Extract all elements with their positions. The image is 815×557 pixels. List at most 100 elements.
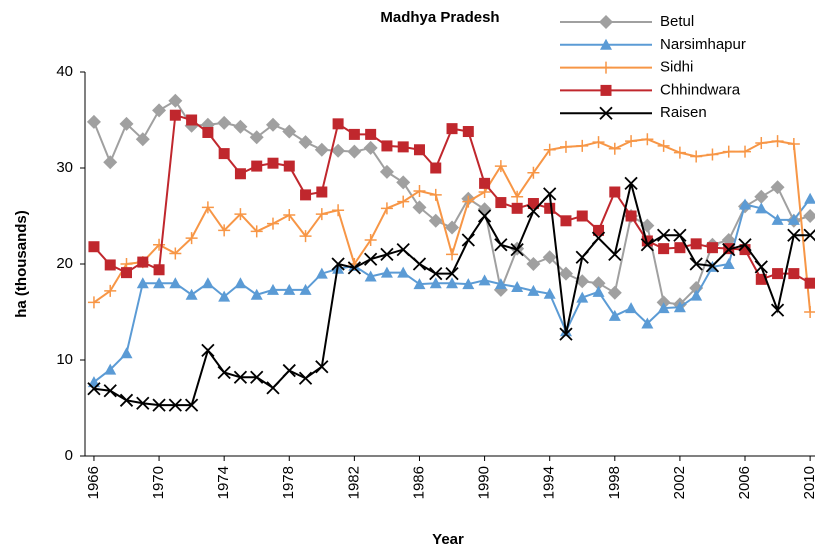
marker (576, 139, 589, 152)
marker (103, 155, 118, 170)
marker (267, 157, 279, 169)
marker (380, 247, 394, 262)
marker (136, 277, 149, 289)
marker (169, 109, 181, 121)
marker (202, 126, 214, 138)
marker (641, 317, 654, 329)
marker (185, 232, 198, 245)
marker (283, 283, 296, 295)
marker (298, 371, 313, 385)
marker (331, 257, 345, 271)
marker (413, 278, 426, 290)
marker (119, 116, 134, 131)
marker (137, 256, 149, 268)
marker (739, 145, 752, 158)
marker (673, 301, 686, 313)
marker (331, 143, 346, 158)
x-tick-label: 1970 (150, 466, 167, 499)
legend-marker (599, 15, 613, 29)
marker (494, 278, 507, 290)
marker (135, 132, 150, 147)
marker (233, 119, 248, 134)
marker (184, 398, 199, 412)
marker (494, 238, 508, 252)
marker (543, 143, 556, 156)
marker (705, 259, 720, 273)
marker (576, 210, 588, 222)
marker (364, 234, 377, 246)
marker (706, 242, 718, 254)
marker (218, 224, 231, 237)
marker (641, 133, 654, 146)
marker (526, 204, 541, 218)
marker (461, 233, 475, 247)
marker (104, 284, 117, 297)
marker (543, 187, 557, 201)
x-tick-label: 1982 (345, 466, 362, 499)
marker (462, 126, 474, 138)
marker (86, 114, 101, 129)
marker (364, 270, 377, 282)
marker (788, 268, 800, 280)
x-tick-label: 1990 (476, 466, 493, 499)
marker (494, 160, 507, 173)
marker (364, 252, 378, 266)
marker (510, 242, 524, 257)
marker (462, 195, 475, 208)
marker (201, 277, 214, 289)
marker (787, 213, 800, 225)
legend-marker (600, 38, 612, 50)
marker (397, 195, 410, 208)
marker (104, 259, 116, 271)
marker (348, 128, 360, 140)
marker (152, 103, 167, 118)
marker (591, 231, 606, 245)
marker (575, 250, 589, 264)
marker (168, 93, 183, 108)
marker (576, 291, 589, 303)
marker (430, 162, 442, 174)
marker (397, 266, 410, 278)
marker (738, 238, 752, 252)
x-tick-label: 1998 (606, 466, 623, 499)
marker (283, 209, 296, 222)
marker (315, 360, 329, 374)
marker (250, 225, 263, 238)
marker (87, 296, 100, 309)
marker (772, 268, 784, 280)
x-tick-label: 2006 (736, 466, 753, 499)
y-tick-label: 30 (56, 159, 73, 176)
marker (266, 381, 280, 395)
marker (690, 150, 703, 163)
marker (217, 115, 232, 130)
marker (87, 382, 101, 396)
x-tick-label: 1974 (215, 466, 232, 499)
legend-label: Betul (660, 13, 694, 30)
marker (771, 213, 784, 225)
y-tick-label: 0 (65, 447, 73, 464)
marker (234, 168, 246, 180)
marker (689, 257, 703, 271)
marker (365, 128, 377, 140)
marker (413, 185, 426, 198)
marker (526, 257, 541, 271)
marker (803, 209, 815, 223)
marker (527, 284, 540, 296)
marker (136, 396, 150, 410)
marker (153, 238, 166, 251)
marker (755, 137, 768, 150)
x-tick-label: 1994 (541, 466, 558, 499)
marker (298, 135, 313, 150)
series-line (93, 183, 811, 407)
marker (250, 288, 263, 300)
x-tick-label: 2010 (801, 466, 815, 499)
marker (282, 363, 296, 378)
marker (543, 287, 556, 299)
marker (527, 166, 540, 179)
marker (770, 180, 785, 195)
marker (233, 370, 248, 384)
marker (381, 140, 393, 152)
marker (787, 138, 800, 150)
marker (722, 258, 735, 269)
